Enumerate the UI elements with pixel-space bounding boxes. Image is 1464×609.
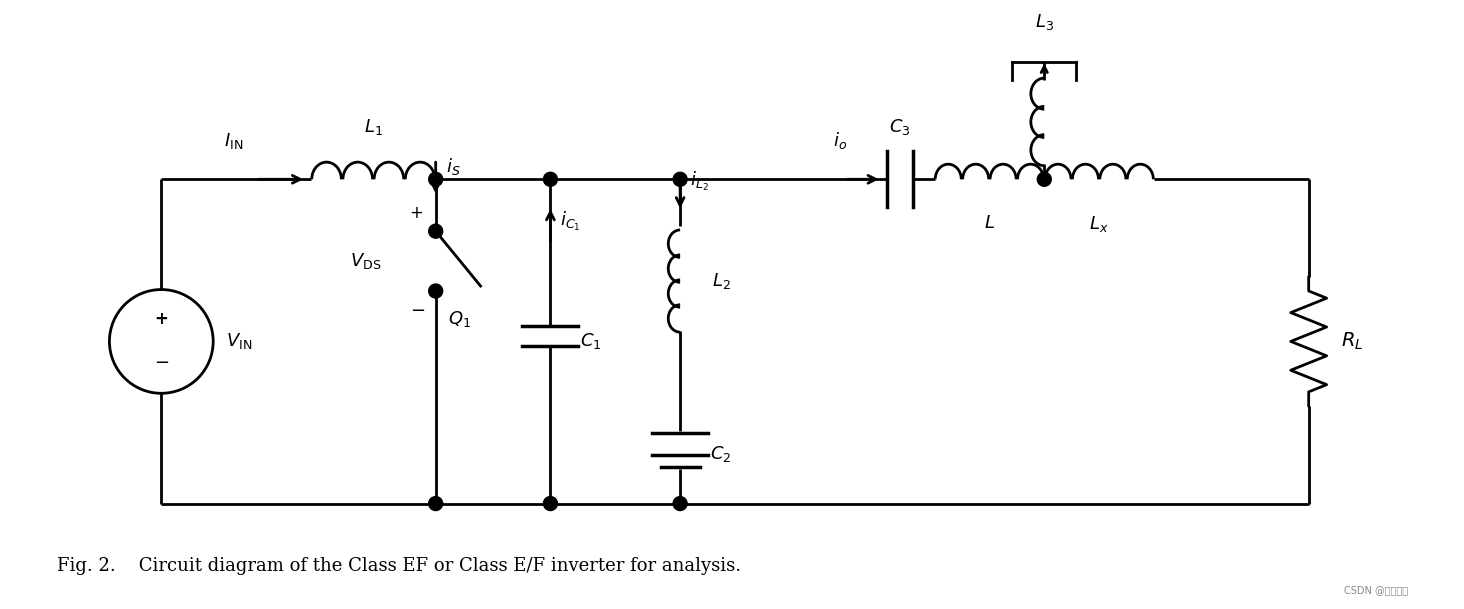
Circle shape <box>429 172 442 186</box>
Text: $C_2$: $C_2$ <box>710 444 732 463</box>
Text: $I_{\mathrm{IN}}$: $I_{\mathrm{IN}}$ <box>224 132 243 152</box>
Circle shape <box>673 496 687 510</box>
Circle shape <box>1038 172 1051 186</box>
Text: $L_3$: $L_3$ <box>1035 12 1054 32</box>
Circle shape <box>543 172 558 186</box>
Circle shape <box>543 496 558 510</box>
Text: CSDN @怡步晓心: CSDN @怡步晓心 <box>1344 585 1408 596</box>
Text: $L_1$: $L_1$ <box>365 118 382 138</box>
Text: $L_2$: $L_2$ <box>712 271 731 291</box>
Text: $L_x$: $L_x$ <box>1089 214 1108 234</box>
Text: $V_{\mathrm{IN}}$: $V_{\mathrm{IN}}$ <box>225 331 252 351</box>
Text: +: + <box>154 311 168 328</box>
Circle shape <box>429 224 442 238</box>
Text: $i_{C_1}$: $i_{C_1}$ <box>561 209 581 233</box>
Text: −: − <box>154 354 168 372</box>
Text: $i_{L_2}$: $i_{L_2}$ <box>690 170 709 193</box>
Text: $C_1$: $C_1$ <box>580 331 602 351</box>
Text: +: + <box>408 204 423 222</box>
Circle shape <box>673 172 687 186</box>
Text: $R_L$: $R_L$ <box>1341 331 1363 352</box>
Circle shape <box>429 496 442 510</box>
Circle shape <box>429 284 442 298</box>
Text: −: − <box>410 302 425 320</box>
Text: Fig. 2.    Circuit diagram of the Class EF or Class E/F inverter for analysis.: Fig. 2. Circuit diagram of the Class EF … <box>57 557 741 576</box>
Text: $V_{\mathrm{DS}}$: $V_{\mathrm{DS}}$ <box>350 251 382 271</box>
Text: $i_S$: $i_S$ <box>445 156 460 177</box>
Text: $C_3$: $C_3$ <box>889 118 911 138</box>
Text: $L$: $L$ <box>984 214 996 232</box>
Text: $Q_1$: $Q_1$ <box>448 309 471 329</box>
Text: $i_o$: $i_o$ <box>833 130 846 152</box>
